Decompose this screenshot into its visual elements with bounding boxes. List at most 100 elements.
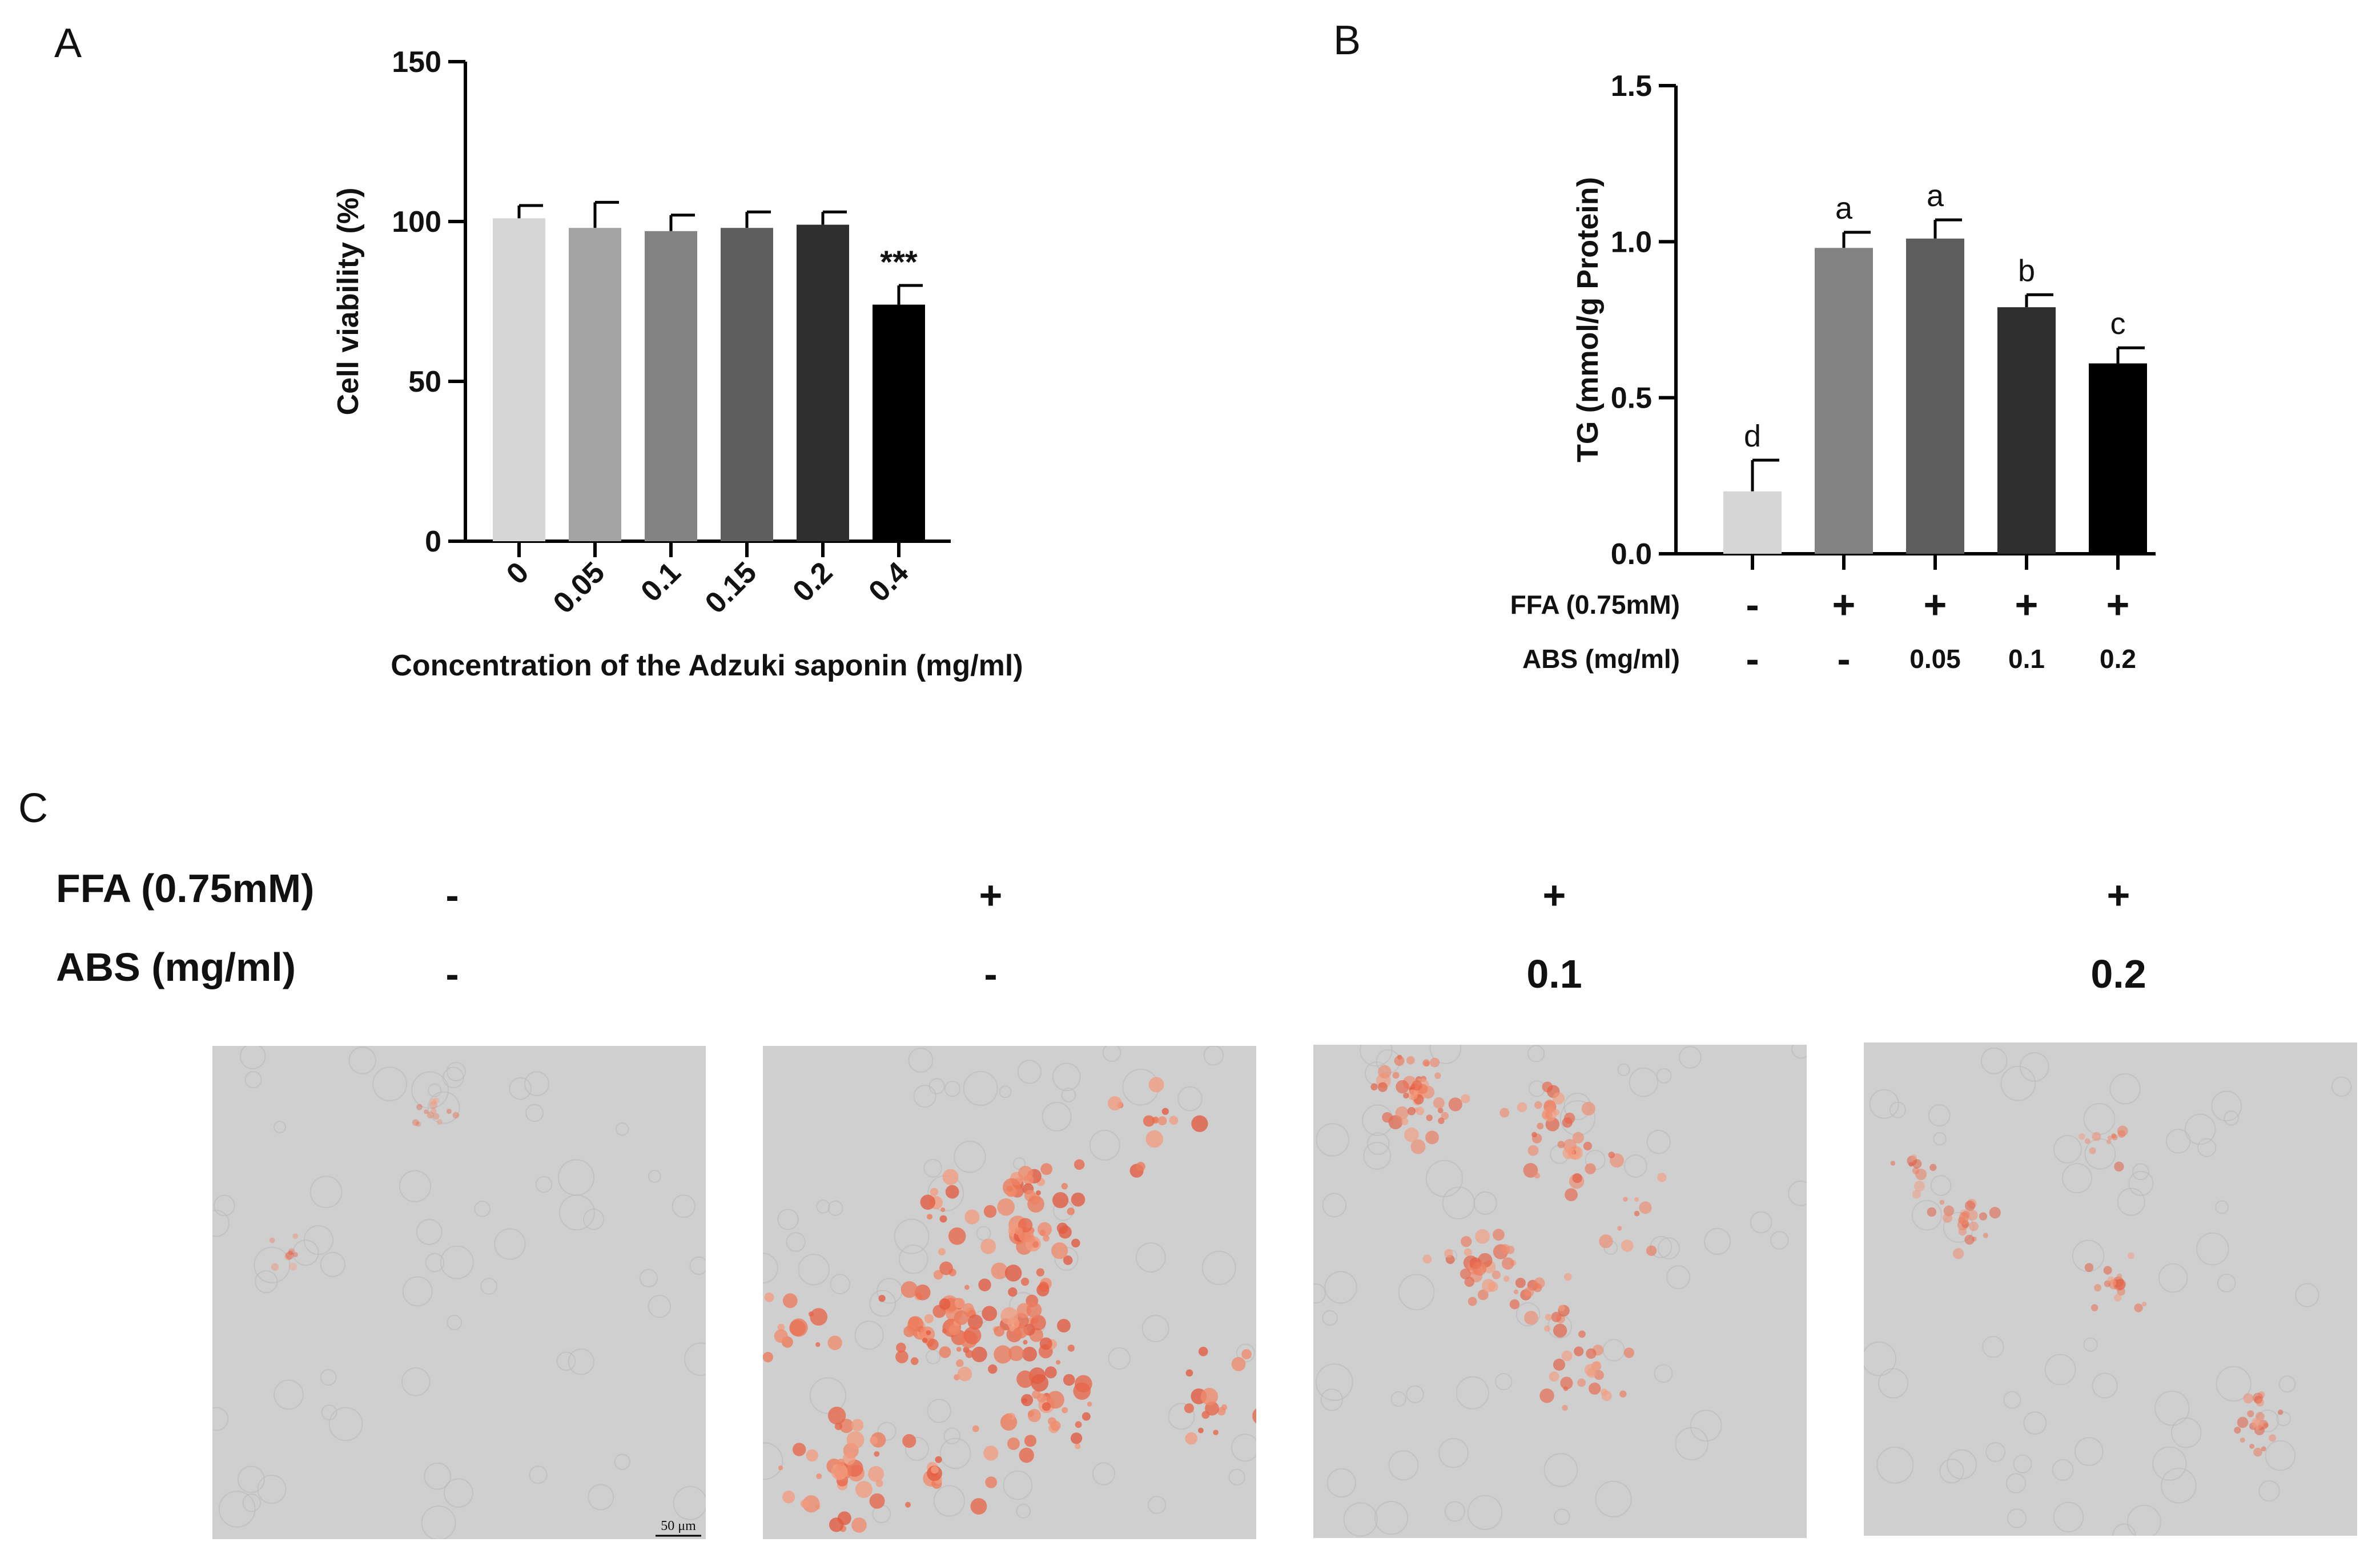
chart-b-treatment-value: 0.2 bbox=[2100, 644, 2136, 674]
cell-outline bbox=[1791, 1045, 1807, 1059]
lipid-droplet bbox=[927, 1339, 939, 1350]
lipid-droplet bbox=[1542, 1106, 1557, 1122]
cell-outline bbox=[763, 1442, 783, 1480]
cell-outline bbox=[1869, 1089, 1899, 1119]
lipid-droplet bbox=[2249, 1443, 2255, 1449]
cell-outline bbox=[1398, 1274, 1435, 1311]
cell-outline bbox=[447, 1314, 463, 1331]
lipid-droplet bbox=[970, 1498, 987, 1515]
lipid-droplet bbox=[1071, 1238, 1080, 1248]
cell-outline bbox=[1406, 1385, 1424, 1403]
lipid-droplet bbox=[1378, 1065, 1392, 1079]
cell-outline bbox=[954, 1141, 986, 1173]
lipid-droplet bbox=[1074, 1159, 1085, 1170]
lipid-droplet bbox=[997, 1198, 1015, 1216]
lipid-droplet bbox=[778, 1465, 783, 1471]
lipid-droplet bbox=[806, 1449, 818, 1462]
chart-b-tg-content: 0.0 0.5 1.0 1.5 d a a b c FFA (0.75mM) - + + + + ABS … bbox=[1510, 70, 2156, 681]
chart-b-treatment-row-label: ABS (mg/ml) bbox=[1522, 644, 1680, 674]
lipid-droplet bbox=[851, 1419, 864, 1432]
cell-outline bbox=[242, 1493, 262, 1512]
lipid-droplet bbox=[1006, 1185, 1013, 1192]
lipid-droplet bbox=[1213, 1430, 1219, 1435]
panel-label-c: C bbox=[18, 786, 48, 831]
lipid-droplet bbox=[1646, 1245, 1657, 1256]
cell-outline bbox=[424, 1462, 452, 1490]
lipid-droplet bbox=[1912, 1190, 1921, 1199]
cell-outline bbox=[2117, 1187, 2145, 1216]
cell-outline bbox=[894, 1218, 930, 1254]
chart-b-treatment-value: - bbox=[1746, 637, 1759, 681]
chart-a-cell-viability: 0 50 100 150 *** 0 0.05 0.1 0.15 0.2 0.4 Cell vi… bbox=[332, 46, 1023, 682]
cell-outline bbox=[257, 1475, 287, 1504]
lipid-droplet bbox=[289, 1262, 298, 1271]
lipid-droplet bbox=[1621, 1239, 1634, 1252]
lipid-droplet bbox=[1071, 1192, 1086, 1207]
cell-outline bbox=[1703, 1227, 1731, 1255]
cell-outline bbox=[529, 1466, 548, 1484]
cell-outline bbox=[1236, 1343, 1255, 1363]
cell-outline bbox=[213, 1194, 235, 1217]
cell-outline bbox=[568, 1348, 594, 1375]
lipid-droplet bbox=[1370, 1083, 1378, 1090]
cell-outline bbox=[1456, 1376, 1489, 1410]
cell-outline bbox=[1052, 1062, 1081, 1092]
cell-outline bbox=[1658, 1237, 1680, 1260]
chart-b-y-tick-label: 0.0 bbox=[1611, 538, 1652, 571]
cell-outline bbox=[2109, 1073, 2141, 1105]
lipid-droplet bbox=[2277, 1410, 2283, 1415]
lipid-droplet bbox=[1184, 1403, 1194, 1414]
cell-outline bbox=[1017, 1060, 1042, 1084]
lipid-droplet bbox=[1036, 1268, 1045, 1277]
lipid-droplet bbox=[1062, 1407, 1068, 1414]
cell-outline bbox=[1467, 1495, 1503, 1530]
cell-outline bbox=[1543, 1453, 1578, 1487]
cell-outline bbox=[2005, 1473, 2027, 1493]
cell-outline bbox=[2184, 1113, 2216, 1145]
lipid-droplet bbox=[1964, 1234, 1975, 1245]
lipid-droplet bbox=[1067, 1344, 1075, 1352]
lipid-droplet bbox=[1430, 1057, 1440, 1068]
cell-outline bbox=[2161, 1467, 2197, 1504]
cell-outline bbox=[440, 1245, 474, 1279]
lipid-droplet bbox=[1031, 1374, 1049, 1392]
lipid-droplet bbox=[954, 1298, 965, 1309]
lipid-droplet bbox=[1157, 1116, 1167, 1126]
lipid-droplet bbox=[956, 1359, 964, 1367]
lipid-droplet bbox=[1509, 1299, 1520, 1310]
lipid-droplet bbox=[924, 1314, 934, 1323]
cell-outline bbox=[1429, 1045, 1461, 1064]
lipid-droplet bbox=[1989, 1207, 2001, 1219]
lipid-droplet bbox=[1044, 1366, 1057, 1379]
lipid-droplet bbox=[1024, 1435, 1037, 1447]
lipid-droplet bbox=[1434, 1072, 1441, 1079]
chart-b-group-letter: a bbox=[1835, 191, 1853, 226]
panel-label-b: B bbox=[1333, 18, 1361, 63]
lipid-droplet bbox=[2116, 1273, 2122, 1279]
chart-a-bar bbox=[873, 304, 925, 541]
lipid-droplet bbox=[948, 1324, 960, 1335]
lipid-droplet bbox=[1241, 1349, 1252, 1359]
cell-outline bbox=[2044, 1354, 2076, 1386]
cell-outline bbox=[1168, 1403, 1195, 1430]
cell-outline bbox=[1617, 1063, 1630, 1076]
lipid-droplet bbox=[1544, 1325, 1551, 1332]
lipid-droplet bbox=[1563, 1386, 1569, 1391]
cell-outline bbox=[639, 1269, 658, 1287]
lipid-droplet bbox=[1461, 1094, 1470, 1104]
lipid-droplet bbox=[1161, 1108, 1169, 1115]
lipid-droplet bbox=[416, 1121, 421, 1127]
lipid-droplet bbox=[964, 1209, 980, 1225]
chart-a-bar bbox=[493, 218, 545, 541]
cell-outline bbox=[1231, 1434, 1256, 1462]
lipid-droplet bbox=[1983, 1233, 1988, 1238]
lipid-droplet bbox=[982, 1306, 998, 1322]
lipid-droplet bbox=[1403, 1092, 1409, 1099]
cell-outline bbox=[1911, 1199, 1943, 1231]
lipid-droplet bbox=[1070, 1432, 1083, 1444]
cell-outline bbox=[923, 1158, 942, 1178]
lipid-droplet bbox=[1499, 1108, 1510, 1118]
cell-outline bbox=[2152, 1446, 2187, 1481]
cell-outline bbox=[443, 1066, 464, 1089]
lipid-droplet bbox=[1185, 1369, 1193, 1377]
